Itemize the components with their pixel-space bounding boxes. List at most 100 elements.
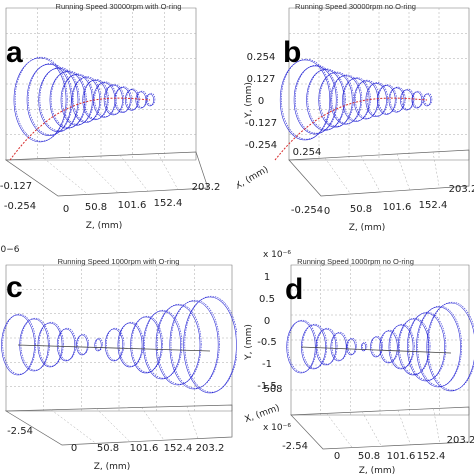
chart-c-x-tick: -2.54	[7, 426, 33, 437]
chart-d-orbit	[389, 323, 415, 369]
chart-d-orbit	[380, 329, 399, 363]
chart-c-orbit	[131, 315, 163, 373]
chart-b-orbit	[319, 71, 354, 127]
chart-d-z-tick: 50.8	[358, 451, 380, 462]
chart-b-y-tick: 0.127	[247, 74, 276, 85]
chart-c-orbit	[94, 338, 102, 352]
chart-c-floor-gridline	[96, 408, 131, 442]
chart-d-title: Running Speed 1000rpm no O-ring	[297, 257, 414, 266]
chart-b-orbit	[294, 64, 338, 134]
chart-b-orbit	[353, 80, 379, 120]
chart-b-floor-gridline	[360, 155, 381, 193]
chart-d-y-tick: -1	[262, 359, 272, 370]
chart-d-panel-label: d	[285, 273, 304, 306]
chart-c-z-tick: 203.2	[196, 443, 225, 454]
chart-c-floor-gridline	[51, 409, 97, 444]
chart-a-orbit	[39, 67, 80, 132]
chart-b-orbit	[307, 68, 346, 130]
chart-d-x-label: X, (mm)	[243, 403, 281, 425]
chart-a-orbit	[13, 57, 67, 143]
chart-a-orbit	[71, 77, 101, 123]
chart-d-orbit	[426, 302, 474, 392]
chart-a-z-label: Z, (mm)	[86, 221, 122, 231]
chart-c-orbit	[155, 304, 201, 386]
chart-b-x-label: X, (mm)	[237, 165, 270, 192]
chart-d-floor-gridline	[361, 411, 382, 447]
chart-c-orbit	[170, 299, 220, 389]
chart-c-orbit	[130, 316, 162, 374]
chart-d-orbit	[286, 320, 316, 374]
chart-c-orbit	[143, 310, 182, 380]
chart-b-orbit	[400, 89, 414, 111]
chart-d-y-tick: 0.5	[259, 294, 275, 305]
chart-b-z-tick: 203.2	[449, 184, 474, 195]
chart-b-orbit	[411, 91, 423, 109]
chart-c-orbit	[76, 334, 88, 356]
chart-a-orbit	[14, 56, 68, 142]
chart-c-z-tick: 152.4	[164, 443, 193, 454]
chart-d-exponent-label: x 10⁻⁶	[263, 250, 291, 260]
chart-a-floor-gridline	[157, 153, 179, 190]
chart-a-z-tick: 0	[63, 204, 69, 215]
chart-d-y-tick: 1	[264, 272, 270, 283]
chart-c-orbit	[56, 328, 76, 362]
chart-b-y-tick: 0.254	[247, 52, 276, 63]
panel-c: 0 50.8 101.6 152.4 203.2 Z, (mm) -2.54 0−6 Runn…	[0, 237, 237, 474]
chart-a-orbit	[83, 79, 109, 120]
chart-a-orbit	[82, 79, 108, 121]
chart-d-z-tick: 0	[334, 451, 340, 462]
chart-b-trace	[274, 97, 428, 161]
chart-b-orbit	[330, 75, 361, 125]
chart-b-orbit	[355, 79, 380, 119]
chart-d-grid	[290, 264, 470, 450]
chart-a-orbit	[103, 84, 123, 116]
chart-b-orbit	[318, 72, 353, 128]
chart-d-z-tick: 101.6	[387, 451, 416, 462]
chart-d-orbit	[379, 330, 398, 364]
chart-c-orbit	[20, 317, 50, 371]
chart-c-orbit	[144, 309, 183, 379]
chart-b-orbit	[401, 88, 415, 110]
chart-c-z-tick: 101.6	[130, 443, 159, 454]
chart-c-exponent-label: 0−6	[1, 245, 20, 255]
chart-d-orbit	[417, 305, 462, 387]
chart-b-y-label: Y, (mm)	[244, 82, 254, 119]
chart-a-orbit	[49, 71, 86, 129]
chart-b-orbit	[389, 86, 406, 112]
chart-b-orbit	[279, 59, 331, 141]
chart-b-orbit	[388, 87, 405, 113]
chart-a-orbit	[114, 87, 131, 113]
chart-d-y-label: Y, (mm)	[244, 324, 254, 361]
chart-a-x-tick: -0.127	[0, 181, 32, 192]
chart-d-z-label: Z, (mm)	[359, 466, 395, 474]
chart-d-orbit	[407, 312, 446, 382]
chart-c-orbit	[183, 296, 237, 394]
chart-a-z-tick: 101.6	[118, 200, 147, 211]
chart-c-orbit	[95, 337, 103, 351]
chart-c-orbit	[117, 322, 143, 368]
chart-d-exponent-label-x: x 10⁻⁶	[263, 423, 291, 433]
chart-d-orbit	[416, 306, 461, 388]
chart-c-ticks: 0 50.8 101.6 152.4 203.2 Z, (mm) -2.54 0−6	[1, 245, 225, 472]
chart-c-floor	[4, 404, 233, 446]
chart-a-z-tick: 203.2	[192, 182, 221, 193]
chart-b-z-tick: 50.8	[350, 204, 372, 215]
chart-c-orbit	[184, 295, 237, 393]
panel-a: 0 50.8 101.6 152.4 203.2 Z, (mm) -0.127 -0.254 …	[0, 0, 237, 237]
chart-a-trace	[9, 97, 151, 161]
chart-a-orbit	[147, 92, 156, 106]
chart-d-y-tick: -0.5	[257, 337, 277, 348]
chart-d-orbit	[315, 328, 337, 366]
chart-c-z-tick: 50.8	[97, 443, 119, 454]
panel-d: 0 50.8 101.6 152.4 203.2 Z, (mm) 508 -2.54 X, (m…	[237, 237, 474, 474]
chart-a-orbit	[38, 67, 79, 133]
chart-b-orbit	[377, 85, 396, 115]
chart-c-trace	[17, 344, 211, 352]
chart-d-orbit	[346, 338, 356, 356]
chart-d-orbit	[427, 301, 474, 391]
chart-d-orbits	[286, 301, 474, 392]
chart-c-orbit	[58, 327, 77, 361]
chart-a-svg: 0 50.8 101.6 152.4 203.2 Z, (mm) -0.127 -0.254	[0, 7, 221, 231]
